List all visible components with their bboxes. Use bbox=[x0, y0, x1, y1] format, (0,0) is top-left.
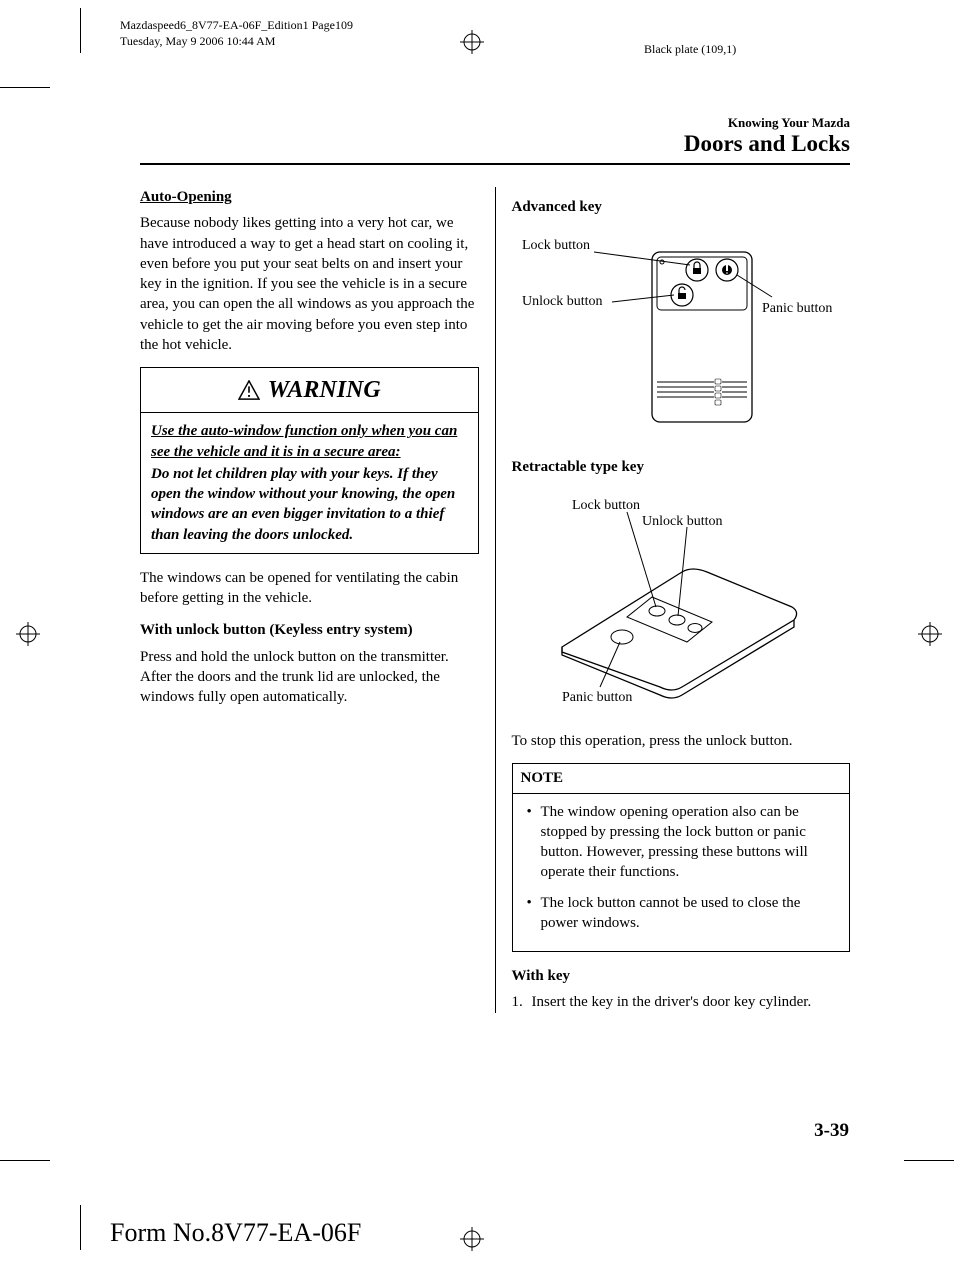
left-column: Auto-Opening Because nobody likes gettin… bbox=[140, 187, 479, 1013]
label-lock-button: Lock button bbox=[572, 498, 640, 513]
paragraph: Because nobody likes getting into a very… bbox=[140, 213, 479, 355]
heading-retractable-key: Retractable type key bbox=[512, 457, 851, 477]
registration-mark-left bbox=[16, 622, 40, 651]
warning-triangle-icon bbox=[238, 380, 260, 400]
warning-body-text: Do not let children play with your keys.… bbox=[151, 466, 455, 543]
crop-mark bbox=[80, 8, 81, 53]
step-number: 1. bbox=[512, 992, 523, 1012]
step-text: Insert the key in the driver's door key … bbox=[532, 994, 812, 1010]
crop-mark bbox=[0, 1160, 50, 1161]
page-content: Knowing Your Mazda Doors and Locks Auto-… bbox=[140, 115, 850, 1013]
numbered-steps: 1. Insert the key in the driver's door k… bbox=[512, 992, 851, 1012]
print-header-line1: Mazdaspeed6_8V77-EA-06F_Edition1 Page109 bbox=[120, 18, 353, 34]
paragraph: Press and hold the unlock button on the … bbox=[140, 647, 479, 708]
page-number: 3-39 bbox=[814, 1120, 849, 1142]
diagram-advanced-key: Lock button Unlock button Panic button bbox=[512, 227, 851, 438]
registration-mark-bottom bbox=[460, 1227, 484, 1256]
crop-mark bbox=[80, 1205, 81, 1250]
label-unlock-button: Unlock button bbox=[642, 514, 723, 529]
registration-mark-right bbox=[918, 622, 942, 651]
warning-title-text: WARNING bbox=[268, 374, 381, 406]
registration-mark-top bbox=[460, 30, 484, 59]
chapter-title: Knowing Your Mazda bbox=[140, 115, 850, 131]
note-item: The window opening operation also can be… bbox=[527, 802, 840, 883]
section-title: Doors and Locks bbox=[140, 131, 850, 157]
warning-box: WARNING Use the auto-window function onl… bbox=[140, 367, 479, 554]
label-unlock-button: Unlock button bbox=[522, 294, 603, 309]
right-column: Advanced key bbox=[512, 187, 851, 1013]
label-panic-button: Panic button bbox=[562, 690, 632, 705]
note-box: NOTE The window opening operation also c… bbox=[512, 763, 851, 952]
diagram-retractable-key: Lock button Unlock button Panic button bbox=[512, 487, 851, 713]
warning-lead: Use the auto-window function only when y… bbox=[151, 421, 468, 462]
two-column-layout: Auto-Opening Because nobody likes gettin… bbox=[140, 187, 850, 1013]
note-item: The lock button cannot be used to close … bbox=[527, 893, 840, 934]
black-plate-label: Black plate (109,1) bbox=[644, 42, 736, 57]
step-item: 1. Insert the key in the driver's door k… bbox=[512, 992, 851, 1012]
warning-title: WARNING bbox=[141, 368, 478, 413]
print-header: Mazdaspeed6_8V77-EA-06F_Edition1 Page109… bbox=[120, 18, 353, 49]
note-title: NOTE bbox=[513, 764, 850, 793]
heading-advanced-key: Advanced key bbox=[512, 197, 851, 217]
subheading-with-key: With key bbox=[512, 966, 851, 986]
label-panic-button: Panic button bbox=[762, 301, 832, 316]
note-body: The window opening operation also can be… bbox=[513, 794, 850, 952]
label-lock-button: Lock button bbox=[522, 238, 590, 253]
crop-mark bbox=[904, 1160, 954, 1161]
print-header-line2: Tuesday, May 9 2006 10:44 AM bbox=[120, 34, 353, 50]
heading-auto-opening: Auto-Opening bbox=[140, 187, 479, 207]
crop-mark bbox=[0, 87, 50, 88]
page-header: Knowing Your Mazda Doors and Locks bbox=[140, 115, 850, 165]
paragraph: To stop this operation, press the unlock… bbox=[512, 731, 851, 751]
form-number: Form No.8V77-EA-06F bbox=[110, 1218, 361, 1248]
column-divider bbox=[495, 187, 496, 1013]
paragraph: The windows can be opened for ventilatin… bbox=[140, 568, 479, 609]
warning-body: Use the auto-window function only when y… bbox=[141, 413, 478, 553]
subheading-unlock: With unlock button (Keyless entry system… bbox=[140, 620, 479, 640]
